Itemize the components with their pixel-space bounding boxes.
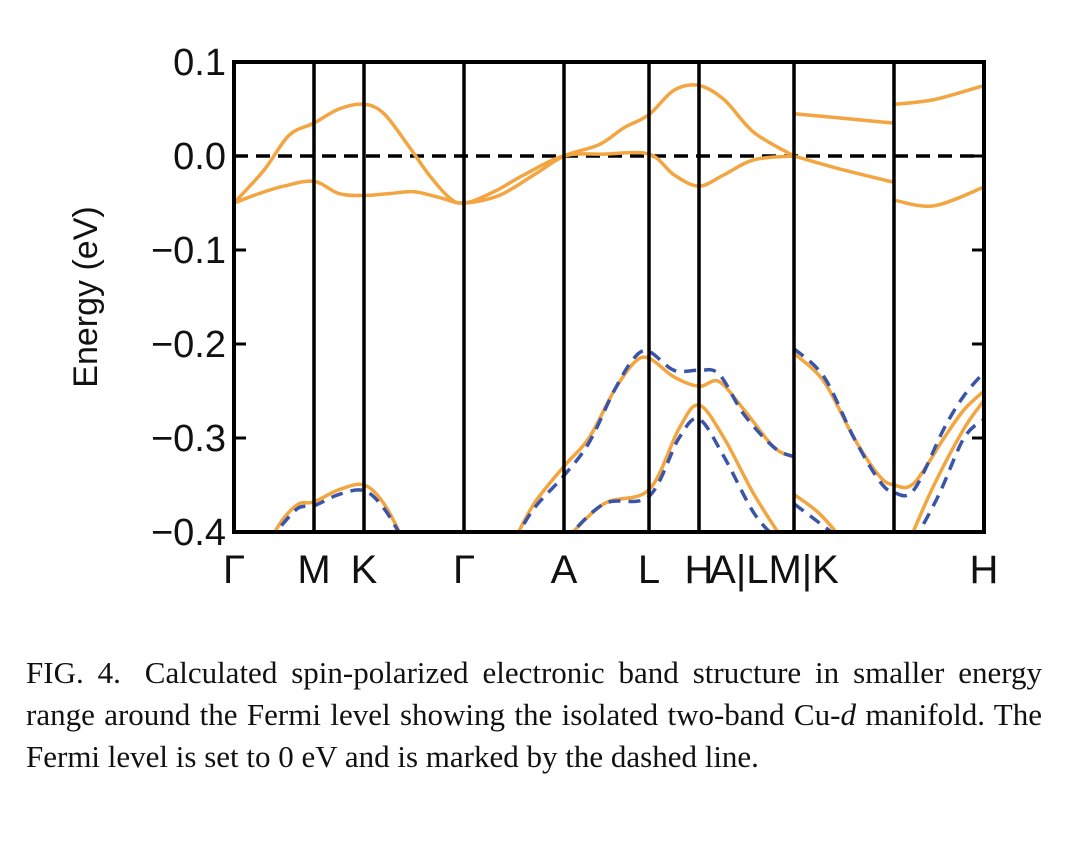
spin-down-band-13 bbox=[792, 347, 984, 498]
spin-up-band-14 bbox=[792, 492, 839, 532]
k-point-label-5: L bbox=[638, 548, 660, 592]
y-tick-label-0: 0.1 bbox=[173, 42, 226, 84]
k-point-label-8: H bbox=[970, 548, 999, 592]
caption-text-part1: Calculated spin-polarized electronic ban… bbox=[26, 655, 1043, 732]
figure-caption: FIG. 4. Calculated spin-polarized electr… bbox=[26, 652, 1042, 778]
plot-area bbox=[234, 83, 984, 532]
k-point-label-4: A bbox=[551, 548, 578, 592]
spin-up-band-2 bbox=[792, 111, 896, 125]
spin-up-band-4 bbox=[892, 83, 984, 107]
spin-up-band-6 bbox=[272, 482, 402, 532]
axes: 0.10.0−0.1−0.2−0.3−0.4Γ M K Γ A L HA|LM|K H bbox=[151, 42, 998, 592]
spin-up-band-5 bbox=[892, 185, 984, 208]
spin-up-band-1 bbox=[234, 83, 796, 205]
spin-up-band-0 bbox=[234, 150, 796, 205]
spin-down-band-11 bbox=[570, 416, 773, 532]
y-tick-label-4: −0.3 bbox=[151, 418, 226, 460]
spin-up-band-3 bbox=[792, 154, 896, 185]
spin-down-band-17 bbox=[917, 417, 984, 532]
k-point-label-3: Γ bbox=[453, 548, 475, 592]
y-axis-label: Energy (eV) bbox=[67, 206, 105, 387]
y-tick-label-5: −0.4 bbox=[151, 512, 226, 554]
caption-figure-number: FIG. 4. bbox=[26, 655, 121, 690]
k-point-label-0: Γ bbox=[223, 548, 245, 592]
spin-up-band-8 bbox=[516, 355, 796, 532]
spin-up-band-16 bbox=[911, 398, 984, 532]
plot-frame bbox=[232, 60, 986, 534]
y-tick-label-3: −0.2 bbox=[151, 324, 226, 366]
y-tick-label-1: 0.0 bbox=[173, 136, 226, 178]
k-point-label-2: K bbox=[351, 548, 378, 592]
caption-italic-d: d bbox=[840, 697, 856, 732]
y-tick-label-2: −0.1 bbox=[151, 230, 226, 272]
k-point-label-7: A|LM|K bbox=[709, 548, 839, 592]
caption-text-part2: manifold. The Fermi level is set to 0 eV… bbox=[26, 697, 1042, 774]
spin-down-band-7 bbox=[274, 488, 401, 532]
band-structure-figure: 0.10.0−0.1−0.2−0.3−0.4Γ M K Γ A L HA|LM|K H Ene… bbox=[67, 42, 998, 592]
k-point-label-1: M bbox=[297, 548, 330, 592]
spin-up-band-12 bbox=[792, 351, 984, 490]
k-point-label-6: H bbox=[685, 548, 714, 592]
spin-down-band-15 bbox=[792, 502, 835, 532]
